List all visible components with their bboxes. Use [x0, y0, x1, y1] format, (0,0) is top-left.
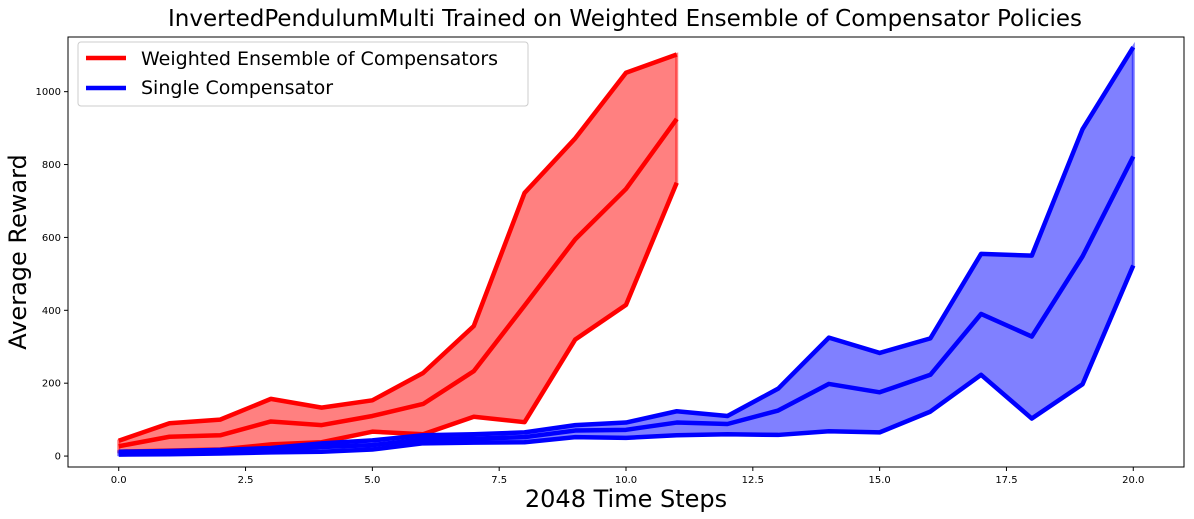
x-tick-label: 20.0 — [1122, 475, 1144, 486]
single-compensator-lower-line — [118, 264, 1136, 457]
x-tick-label: 5.0 — [364, 475, 380, 486]
plot-fills — [117, 41, 1135, 457]
single-compensator-upper-line — [118, 46, 1136, 454]
x-tick-label: 0.0 — [111, 475, 127, 486]
x-tick-label: 15.0 — [869, 475, 891, 486]
y-tick-label: 1000 — [36, 87, 61, 98]
x-tick-label: 7.5 — [491, 475, 507, 486]
x-tick-label: 10.0 — [615, 475, 637, 486]
y-tick-label: 800 — [42, 160, 61, 171]
x-axis-label: 2048 Time Steps — [525, 485, 727, 513]
y-tick-label: 400 — [42, 306, 61, 317]
weighted-ensemble-of-compensators-mean-line — [118, 117, 679, 449]
chart-title: InvertedPendulumMulti Trained on Weighte… — [168, 6, 1082, 32]
y-tick-label: 0 — [55, 452, 61, 463]
y-tick-label: 200 — [42, 379, 61, 390]
y-axis-ticks: 0 200 400 600 800 1000 — [36, 87, 68, 463]
y-axis-label: Average Reward — [4, 154, 32, 350]
x-axis-ticks: 0.0 2.5 5.0 7.5 10.0 12.5 15.0 17.5 20.0 — [111, 467, 1144, 486]
legend-label-single-compensator: Single Compensator — [141, 77, 333, 99]
x-tick-label: 12.5 — [742, 475, 764, 486]
x-tick-label: 17.5 — [995, 475, 1017, 486]
y-tick-label: 600 — [42, 233, 61, 244]
weighted-ensemble-of-compensators-upper-line — [117, 52, 678, 443]
legend: Weighted Ensemble of Compensators Single… — [77, 41, 529, 107]
legend-box — [77, 41, 529, 107]
legend-label-weighted-ensemble: Weighted Ensemble of Compensators — [141, 48, 498, 70]
plot-lines — [117, 46, 1136, 457]
single-compensator-mean-line — [118, 155, 1136, 456]
x-tick-label: 2.5 — [238, 475, 254, 486]
